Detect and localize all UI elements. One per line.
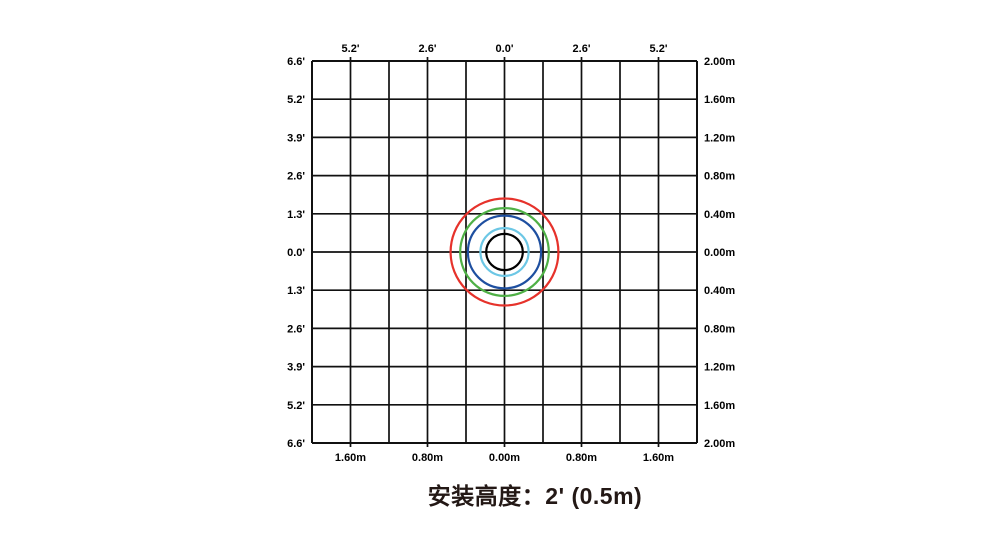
tick-label-bottom: 1.60m bbox=[643, 452, 674, 464]
tick-label-right: 0.80m bbox=[704, 171, 735, 183]
tick-label-right: 1.60m bbox=[704, 400, 735, 412]
tick-label-top: 0.0' bbox=[496, 43, 514, 55]
tick-label-right: 2.00m bbox=[704, 56, 735, 68]
tick-label-right: 0.40m bbox=[704, 209, 735, 221]
tick-label-left: 0.0' bbox=[287, 247, 305, 259]
tick-label-right: 2.00m bbox=[704, 438, 735, 450]
tick-label-left: 5.2' bbox=[287, 94, 305, 106]
axis-labels: 6.6' 5.2' 3.9' 2.6' 1.3' 0.0' 1.3' 2.6' 3.9' 5.2'… bbox=[287, 43, 735, 464]
coverage-circles bbox=[449, 197, 560, 307]
tick-label-left: 1.3' bbox=[287, 285, 305, 297]
tick-label-left: 2.6' bbox=[287, 323, 305, 335]
tick-label-left: 6.6' bbox=[287, 56, 305, 68]
tick-label-right: 1.20m bbox=[704, 132, 735, 144]
axis-ticks bbox=[349, 57, 660, 447]
tick-label-left: 1.3' bbox=[287, 209, 305, 221]
chart-caption: 安装高度：2' (0.5m) bbox=[427, 483, 643, 509]
tick-label-right: 1.60m bbox=[704, 94, 735, 106]
coverage-circle-green-zone bbox=[459, 207, 550, 298]
tick-label-left: 3.9' bbox=[287, 362, 305, 374]
tick-label-left: 5.2' bbox=[287, 400, 305, 412]
tick-label-right: 0.80m bbox=[704, 323, 735, 335]
grid-lines bbox=[311, 60, 698, 444]
coverage-circle-blue-zone bbox=[466, 214, 543, 290]
coverage-circle-red-outer-zone bbox=[449, 197, 560, 307]
tick-label-top: 5.2' bbox=[342, 43, 360, 55]
tick-label-bottom: 1.60m bbox=[335, 452, 366, 464]
tick-label-right: 0.40m bbox=[704, 285, 735, 297]
tick-label-right: 0.00m bbox=[704, 247, 735, 259]
coverage-circle-black-inner-zone bbox=[485, 232, 524, 272]
tick-label-bottom: 0.80m bbox=[412, 452, 443, 464]
tick-label-left: 3.9' bbox=[287, 132, 305, 144]
tick-label-top: 5.2' bbox=[650, 43, 668, 55]
tick-label-right: 1.20m bbox=[704, 362, 735, 374]
coverage-circle-cyan-zone bbox=[479, 227, 530, 278]
tick-label-top: 2.6' bbox=[573, 43, 591, 55]
tick-label-left: 6.6' bbox=[287, 438, 305, 450]
tick-label-left: 2.6' bbox=[287, 171, 305, 183]
tick-label-bottom: 0.80m bbox=[566, 452, 597, 464]
tick-label-bottom: 0.00m bbox=[489, 452, 520, 464]
tick-label-top: 2.6' bbox=[419, 43, 437, 55]
